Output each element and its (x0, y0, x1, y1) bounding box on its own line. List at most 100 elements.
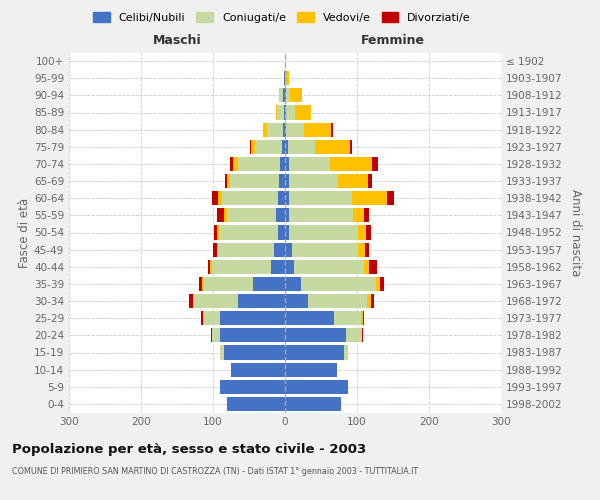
Bar (214, 226, 217, 239)
Text: Femmine: Femmine (361, 34, 425, 48)
Bar (372, 157, 378, 171)
Bar (361, 311, 363, 325)
Bar (365, 242, 368, 256)
Text: Maschi: Maschi (152, 34, 202, 48)
Bar (275, 106, 277, 120)
Bar (220, 380, 285, 394)
Bar (224, 346, 285, 360)
Bar (344, 346, 349, 360)
Bar (286, 71, 289, 85)
Bar (288, 140, 315, 154)
Bar (285, 226, 289, 239)
Bar (253, 277, 285, 291)
Bar (346, 328, 362, 342)
Bar (284, 106, 285, 120)
Bar (220, 346, 224, 360)
Bar (220, 328, 285, 342)
Bar (263, 122, 267, 136)
Y-axis label: Fasce di età: Fasce di età (18, 198, 31, 268)
Bar (285, 311, 334, 325)
Bar (367, 294, 371, 308)
Bar (331, 122, 332, 136)
Bar (289, 157, 331, 171)
Bar (227, 397, 285, 411)
Bar (289, 191, 352, 205)
Bar (380, 277, 385, 291)
Bar (202, 277, 203, 291)
Bar (231, 362, 285, 376)
Bar (304, 122, 331, 136)
Bar (362, 328, 364, 342)
Bar (286, 106, 295, 120)
Bar (285, 71, 286, 85)
Bar (280, 157, 285, 171)
Bar (334, 311, 361, 325)
Bar (274, 242, 285, 256)
Bar (238, 294, 285, 308)
Bar (199, 277, 202, 291)
Bar (285, 294, 308, 308)
Bar (227, 174, 230, 188)
Bar (286, 88, 290, 102)
Bar (285, 122, 286, 136)
Bar (217, 226, 219, 239)
Bar (285, 106, 286, 120)
Bar (205, 311, 220, 325)
Bar (279, 174, 285, 188)
Bar (285, 380, 349, 394)
Bar (352, 191, 386, 205)
Bar (367, 226, 371, 239)
Bar (292, 242, 358, 256)
Bar (289, 174, 338, 188)
Bar (338, 174, 368, 188)
Bar (277, 106, 284, 120)
Bar (220, 311, 285, 325)
Bar (284, 71, 285, 85)
Bar (353, 208, 364, 222)
Bar (376, 277, 380, 291)
Bar (290, 88, 302, 102)
Bar (279, 88, 283, 102)
Bar (219, 226, 278, 239)
Bar (212, 191, 218, 205)
Bar (289, 208, 353, 222)
Bar (193, 294, 194, 308)
Bar (283, 88, 285, 102)
Bar (212, 328, 220, 342)
Bar (285, 208, 289, 222)
Bar (218, 191, 221, 205)
Bar (285, 174, 289, 188)
Bar (217, 208, 224, 222)
Text: COMUNE DI PRIMIERO SAN MARTINO DI CASTROZZA (TN) - Dati ISTAT 1° gennaio 2003 - : COMUNE DI PRIMIERO SAN MARTINO DI CASTRO… (12, 468, 418, 476)
Bar (278, 226, 285, 239)
Bar (227, 208, 275, 222)
Bar (189, 294, 193, 308)
Bar (267, 122, 283, 136)
Bar (224, 208, 227, 222)
Bar (364, 260, 368, 274)
Bar (301, 277, 376, 291)
Bar (255, 140, 282, 154)
Legend: Celibi/Nubili, Coniugati/e, Vedovi/e, Divorziati/e: Celibi/Nubili, Coniugati/e, Vedovi/e, Di… (89, 8, 475, 28)
Bar (221, 191, 278, 205)
Bar (250, 140, 251, 154)
Bar (194, 294, 238, 308)
Bar (358, 226, 367, 239)
Bar (308, 294, 367, 308)
Bar (285, 242, 292, 256)
Bar (230, 157, 233, 171)
Bar (218, 242, 274, 256)
Bar (368, 174, 372, 188)
Bar (285, 277, 301, 291)
Bar (286, 122, 304, 136)
Bar (293, 260, 364, 274)
Bar (271, 260, 285, 274)
Bar (278, 88, 279, 102)
Bar (282, 140, 285, 154)
Bar (208, 260, 210, 274)
Bar (358, 242, 365, 256)
Bar (285, 362, 337, 376)
Bar (203, 311, 205, 325)
Bar (283, 122, 285, 136)
Bar (224, 174, 227, 188)
